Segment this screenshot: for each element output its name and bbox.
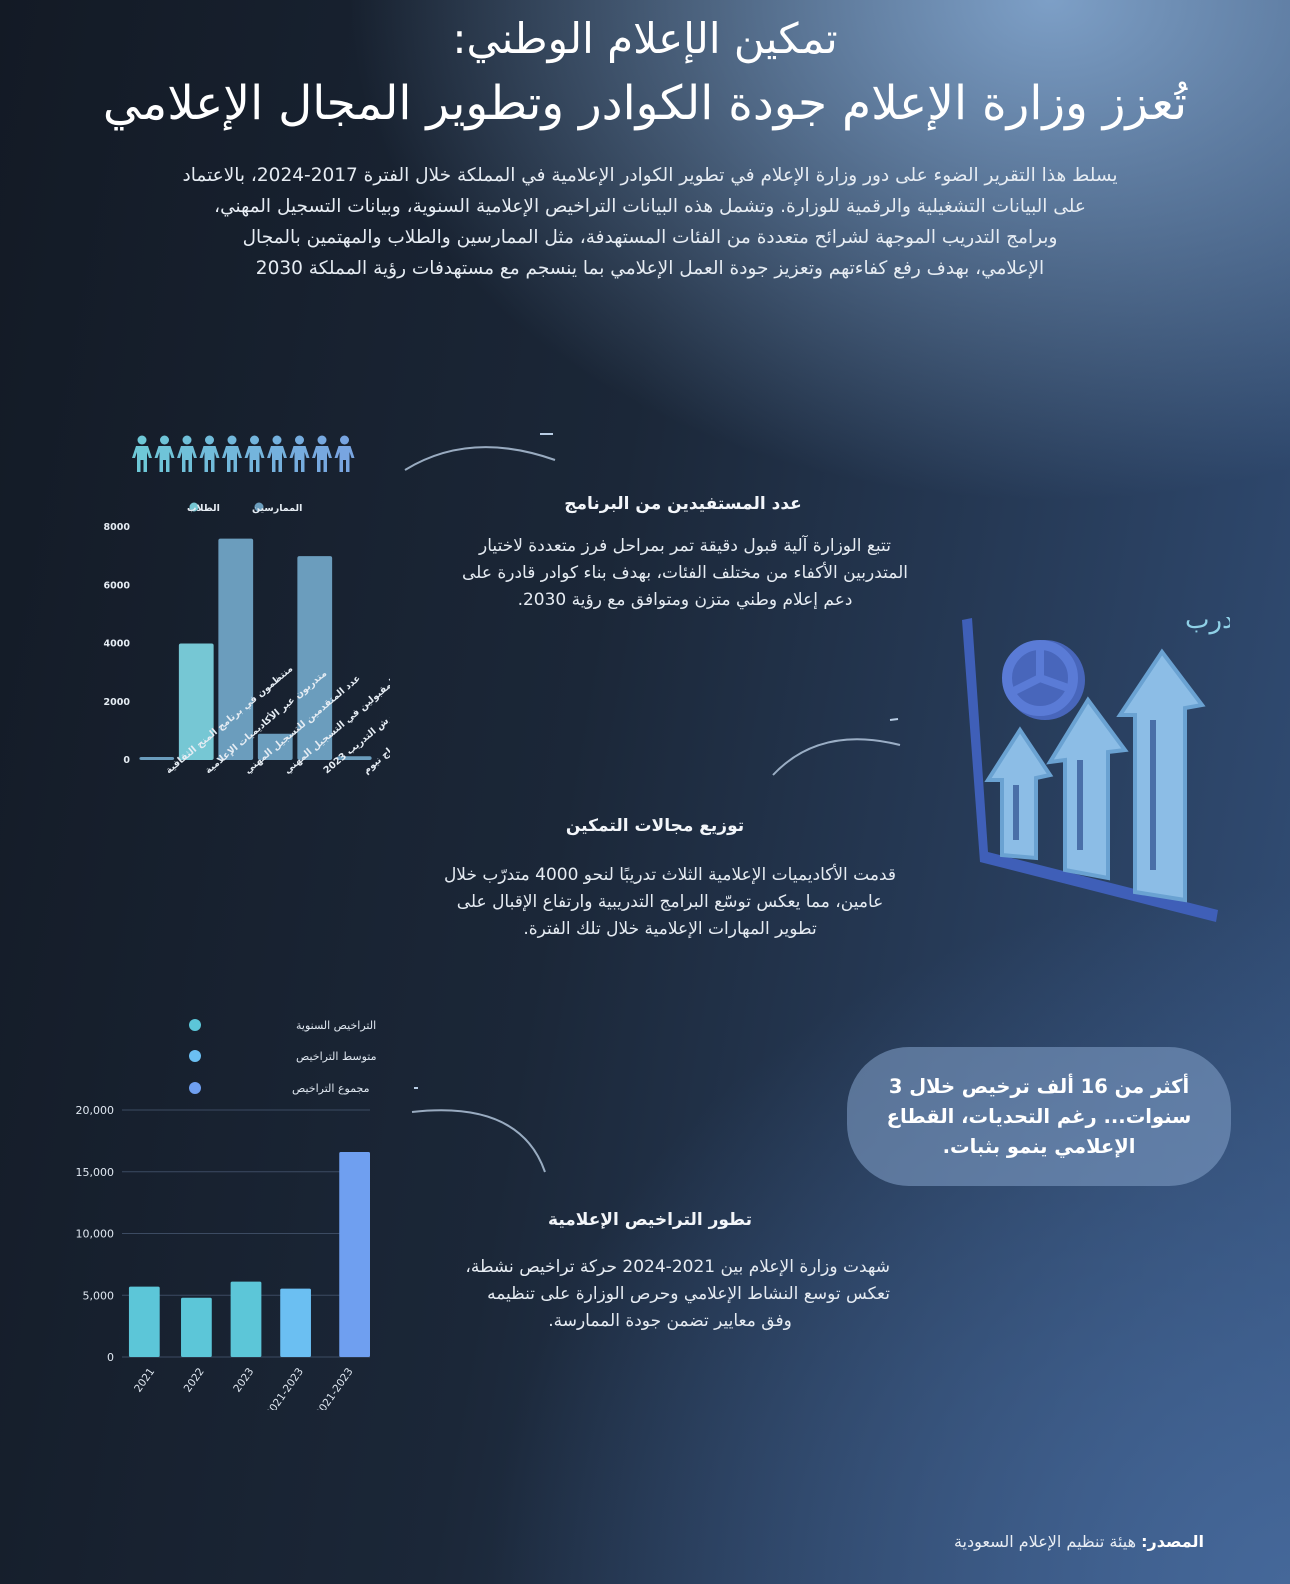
intro-line: على البيانات التشغيلية والرقمية للوزارة.… (214, 196, 1086, 217)
text-line: المتدربين الأكفاء من مختلف الفئات، بهدف … (462, 563, 908, 583)
callout-line: أكثر من 16 ألف ترخيص خلال 3 (888, 1074, 1190, 1098)
person-icon (289, 435, 310, 472)
y-tick-label: 4000 (104, 639, 131, 650)
text-line: تطوير المهارات الإعلامية خلال تلك الفترة… (523, 919, 817, 939)
text-line: تتبع الوزارة آلية قبول دقيقة تمر بمراحل … (479, 536, 891, 556)
beneficiaries-bar-chart: الممارسين الطلاب 02000400060008000منتظمو… (104, 502, 390, 776)
bar (280, 1288, 311, 1357)
legend-swatch-practitioners (254, 502, 264, 512)
person-icon (199, 435, 220, 472)
bar (139, 757, 175, 760)
page-title-line1: تمكين الإعلام الوطني: (452, 14, 838, 63)
person-icon (132, 435, 152, 472)
person-icon (312, 435, 332, 472)
legend-label-annual: التراخيص السنوية (296, 1019, 376, 1032)
y-tick-label: 20,000 (76, 1104, 115, 1117)
x-tick-label: 2021 (132, 1366, 157, 1395)
section-text-distribution: قدمت الأكاديميات الإعلامية الثلاث تدريبً… (410, 862, 930, 943)
y-tick-label: 6000 (104, 580, 131, 591)
section-heading-distribution: توزيع مجالات التمكين (565, 816, 745, 836)
person-icon (222, 435, 242, 472)
page-title-line2: تُعزز وزارة الإعلام جودة الكوادر وتطوير … (102, 76, 1188, 131)
callout-line: سنوات... رغم التحديات، القطاع (886, 1104, 1192, 1128)
text-line: دعم إعلام وطني متزن ومتوافق مع رؤية 2030… (517, 590, 853, 610)
legend: الممارسين الطلاب (187, 502, 302, 514)
legend-label-total: مجموع التراخيص (292, 1082, 370, 1095)
text-line: عامين، مما يعكس توسّع البرامج التدريبية … (456, 892, 884, 912)
bar (339, 1151, 370, 1357)
bar (230, 1281, 262, 1357)
legend-swatch-annual (189, 1019, 201, 1031)
text-line: شهدت وزارة الإعلام بين 2021-2024 حركة تر… (465, 1257, 890, 1277)
person-icon (334, 435, 355, 472)
bar (181, 1297, 212, 1357)
y-tick-label: 8000 (104, 522, 131, 533)
licenses-bar-chart: التراخيص السنوية متوسط التراخيص مجموع ال… (76, 1019, 377, 1410)
callout-line: الإعلامي ينمو بثبات. (942, 1134, 1136, 1158)
section-heading-licenses: تطور التراخيص الإعلامية (548, 1210, 752, 1230)
legend-swatch-average (189, 1050, 201, 1062)
legend-swatch-students (189, 502, 199, 512)
y-tick-label: 0 (107, 1351, 114, 1364)
legend-label-practitioners: الممارسين (252, 503, 302, 514)
section-heading-beneficiaries: عدد المستفيدين من البرنامج (564, 494, 802, 514)
y-tick-label: 2000 (104, 697, 131, 708)
bar (178, 643, 214, 760)
text-line: قدمت الأكاديميات الإعلامية الثلاث تدريبً… (443, 865, 897, 885)
intro-paragraph: يسلط هذا التقرير الضوء على دور وزارة الإ… (130, 160, 1170, 284)
x-tick-label: 2021-2023 (313, 1366, 356, 1410)
bar (257, 733, 293, 760)
x-tick-label: 2021-2023 (263, 1366, 306, 1410)
intro-line: الإعلامي، بهدف رفع كفاءتهم وتعزيز جودة ا… (255, 258, 1045, 279)
source-label: المصدر: (1141, 1532, 1204, 1551)
section-text-beneficiaries: تتبع الوزارة آلية قبول دقيقة تمر بمراحل … (420, 533, 950, 614)
illustration-label: 4,000 متدرب (1185, 605, 1230, 635)
bar (336, 756, 372, 760)
bar (218, 538, 254, 760)
text-line: وفق معايير تضمن جودة الممارسة. (548, 1311, 792, 1331)
person-icon (244, 435, 265, 472)
person-icon (154, 435, 175, 472)
highlight-callout: أكثر من 16 ألف ترخيص خلال 3 سنوات... رغم… (847, 1047, 1231, 1186)
x-tick-label: 2023 (231, 1366, 256, 1395)
source-note: المصدر: هيئة تنظيم الإعلام السعودية (954, 1532, 1204, 1551)
source-value: هيئة تنظيم الإعلام السعودية (953, 1532, 1137, 1551)
bar (128, 1286, 160, 1357)
y-tick-label: 5,000 (83, 1289, 115, 1302)
people-row-icon (132, 435, 355, 472)
bar (297, 556, 333, 760)
legend-swatch-total (189, 1082, 201, 1094)
x-tick-label: 2022 (182, 1366, 207, 1395)
legend: التراخيص السنوية متوسط التراخيص مجموع ال… (189, 1019, 377, 1095)
legend-label-average: متوسط التراخيص (296, 1050, 377, 1063)
3d-bar-chart-arrows-pie-icon: 4,000 متدرب (962, 605, 1230, 922)
y-tick-label: 10,000 (76, 1228, 115, 1241)
y-tick-label: 15,000 (76, 1166, 115, 1179)
intro-line: يسلط هذا التقرير الضوء على دور وزارة الإ… (182, 165, 1118, 186)
person-icon (267, 435, 287, 472)
text-line: تعكس توسع النشاط الإعلامي وحرص الوزارة ع… (487, 1284, 890, 1304)
legend-label-students: الطلاب (187, 503, 220, 514)
y-tick-label: 0 (123, 755, 130, 766)
section-text-licenses: شهدت وزارة الإعلام بين 2021-2024 حركة تر… (430, 1254, 890, 1335)
person-icon (177, 435, 197, 472)
intro-line: وبرامج التدريب الموجهة لشرائح متعددة من … (242, 227, 1058, 248)
